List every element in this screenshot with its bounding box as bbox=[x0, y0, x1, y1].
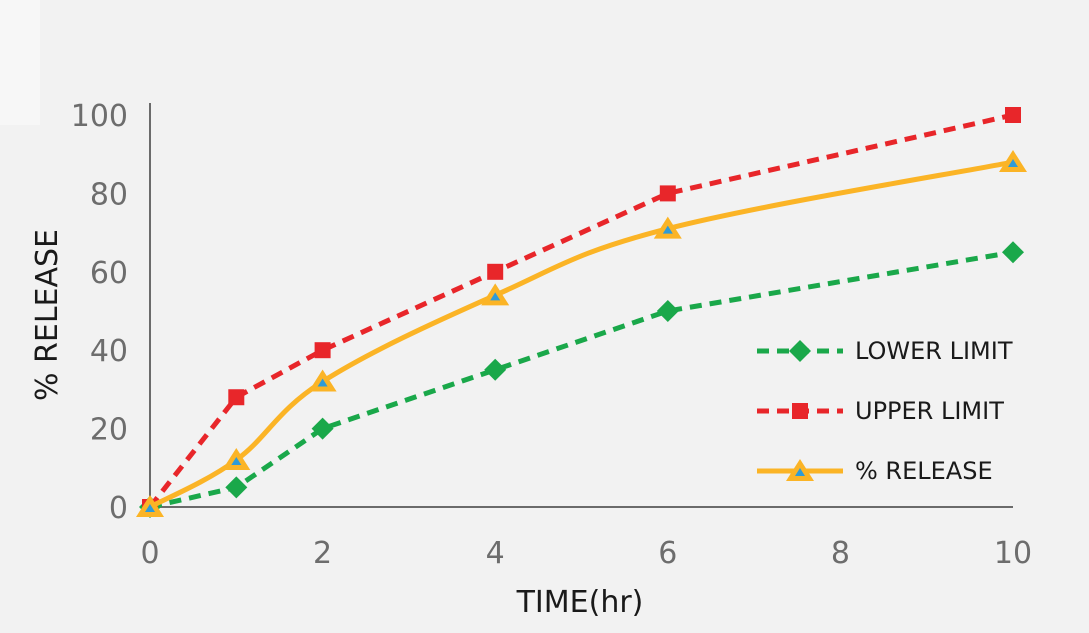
y-tick-label: 60 bbox=[90, 256, 128, 291]
data-point-release bbox=[999, 150, 1027, 172]
y-tick-labels: 0 20 40 60 80 100 bbox=[71, 99, 128, 526]
x-tick-label: 2 bbox=[313, 536, 332, 571]
y-tick-label: 40 bbox=[90, 334, 128, 369]
x-axis-title: TIME(hr) bbox=[516, 585, 644, 620]
data-point-upper-limit bbox=[660, 185, 676, 201]
y-tick-label: 80 bbox=[90, 177, 128, 212]
y-tick-label: 100 bbox=[71, 99, 128, 134]
data-point-upper-limit bbox=[1005, 107, 1021, 123]
x-tick-label: 6 bbox=[658, 536, 677, 571]
data-point-upper-limit bbox=[487, 264, 503, 280]
series-line-upper-limit bbox=[150, 115, 1013, 507]
series-upper-limit bbox=[142, 107, 1021, 515]
legend-label: UPPER LIMIT bbox=[855, 397, 1004, 425]
legend-item-upper-limit: UPPER LIMIT bbox=[757, 397, 1004, 425]
x-tick-label: 10 bbox=[994, 536, 1032, 571]
data-point-upper-limit bbox=[228, 389, 244, 405]
data-point-lower-limit bbox=[225, 476, 247, 498]
axes bbox=[150, 103, 1013, 507]
x-tick-label: 4 bbox=[486, 536, 505, 571]
data-point-lower-limit bbox=[484, 359, 506, 381]
data-point-upper-limit bbox=[315, 342, 331, 358]
data-point-lower-limit bbox=[657, 300, 679, 322]
y-tick-label: 0 bbox=[109, 491, 128, 526]
data-point-release bbox=[481, 283, 509, 305]
x-tick-label: 0 bbox=[140, 536, 159, 571]
legend-item-lower-limit: LOWER LIMIT bbox=[757, 337, 1013, 365]
y-tick-label: 20 bbox=[90, 413, 128, 448]
data-point-lower-limit bbox=[1002, 241, 1024, 263]
x-tick-labels: 0 2 4 6 8 10 bbox=[140, 536, 1032, 571]
legend-item-release: % RELEASE bbox=[757, 457, 993, 485]
legend-swatch-marker bbox=[792, 403, 808, 419]
legend-label: % RELEASE bbox=[855, 457, 993, 485]
x-tick-label: 8 bbox=[831, 536, 850, 571]
y-axis-title: % RELEASE bbox=[30, 229, 65, 401]
legend: LOWER LIMIT UPPER LIMIT % RELEASE bbox=[757, 337, 1013, 485]
legend-label: LOWER LIMIT bbox=[855, 337, 1013, 365]
legend-swatch-marker bbox=[789, 340, 811, 362]
